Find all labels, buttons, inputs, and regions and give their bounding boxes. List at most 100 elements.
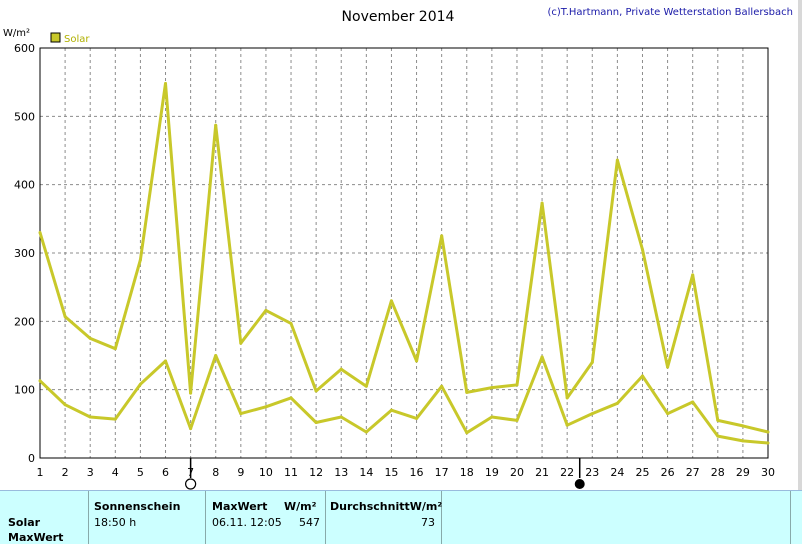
data-point <box>415 416 419 420</box>
plot-frame <box>39 47 769 459</box>
y-tick-label: 200 <box>14 315 35 328</box>
series-line-avg <box>38 354 769 445</box>
x-tick-label: 13 <box>334 466 348 479</box>
data-point <box>415 359 419 363</box>
x-tick-label: 18 <box>460 466 474 479</box>
data-point <box>214 354 218 357</box>
x-tick-label: 9 <box>237 466 244 479</box>
avg-value: 73 <box>421 516 435 529</box>
max-unit: W/m² <box>284 500 317 513</box>
data-point <box>189 427 193 431</box>
legend-label: Solar <box>64 34 90 45</box>
data-point <box>339 367 343 371</box>
max-header: MaxWert <box>212 500 268 513</box>
data-point <box>741 424 745 428</box>
data-point <box>214 123 218 127</box>
data-point <box>666 412 670 416</box>
max-value: 547 <box>299 516 320 529</box>
data-point <box>515 383 519 387</box>
x-tick-label: 17 <box>435 466 449 479</box>
y-tick-label: 100 <box>14 384 35 397</box>
legend-swatch <box>50 32 61 43</box>
x-tick-label: 25 <box>635 466 649 479</box>
chart-title: November 2014 <box>342 9 455 25</box>
y-tick-label: 300 <box>14 247 35 260</box>
data-point <box>239 341 243 345</box>
data-point <box>640 374 644 378</box>
row-label-maxwert: MaxWert <box>8 531 64 544</box>
data-point <box>138 258 142 262</box>
data-point <box>389 408 393 412</box>
chart-credit: (c)T.Hartmann, Private Wetterstation Bal… <box>547 7 793 18</box>
data-point <box>63 403 67 407</box>
sun-value: 18:50 h <box>94 516 137 529</box>
x-tick-label: 10 <box>259 466 273 479</box>
data-point <box>540 355 544 359</box>
data-point <box>189 391 193 395</box>
data-point <box>289 396 293 400</box>
x-tick-label: 22 <box>560 466 574 479</box>
max-time: 12:05 <box>250 516 282 529</box>
y-tick-label: 400 <box>14 179 35 192</box>
x-tick-label: 2 <box>62 466 69 479</box>
x-tick-label: 6 <box>162 466 169 479</box>
data-point <box>364 430 368 434</box>
data-point <box>465 390 469 394</box>
x-tick-label: 14 <box>359 466 373 479</box>
max-date: 06.11. <box>212 516 247 529</box>
sun-header: Sonnenschein <box>94 500 181 513</box>
x-tick-label: 1 <box>37 466 44 479</box>
x-tick-label: 29 <box>736 466 750 479</box>
y-tick-label: 600 <box>14 42 35 55</box>
data-point <box>164 359 168 363</box>
full-moon-icon <box>574 479 585 489</box>
right-border <box>798 0 802 490</box>
data-point <box>314 420 318 424</box>
data-point <box>138 382 142 386</box>
data-point <box>239 412 243 416</box>
data-point <box>590 360 594 364</box>
x-tick-label: 27 <box>686 466 700 479</box>
series-line-max <box>38 82 769 434</box>
data-point <box>314 389 318 393</box>
x-tick-label: 28 <box>711 466 725 479</box>
x-tick-label: 19 <box>485 466 499 479</box>
data-point <box>164 82 168 86</box>
data-point <box>339 415 343 419</box>
data-point <box>515 418 519 422</box>
data-point <box>565 423 569 427</box>
y-tick-label: 500 <box>14 110 35 123</box>
data-point <box>364 384 368 388</box>
data-point <box>88 336 92 340</box>
data-point <box>716 418 720 422</box>
x-tick-label: 20 <box>510 466 524 479</box>
data-point <box>113 417 117 421</box>
data-point <box>38 379 42 383</box>
data-point <box>440 234 444 238</box>
avg-header: DurchschnittW/m² <box>330 500 443 513</box>
data-point <box>289 321 293 325</box>
y-axis-unit: W/m² <box>3 28 30 39</box>
row-label-solar: Solar <box>8 516 41 529</box>
data-point <box>741 439 745 443</box>
data-point <box>264 308 268 312</box>
data-point <box>88 415 92 419</box>
data-point <box>440 384 444 388</box>
data-point <box>490 415 494 419</box>
x-tick-label: 11 <box>284 466 298 479</box>
data-point <box>63 315 67 319</box>
data-point <box>666 365 670 369</box>
data-point <box>716 434 720 438</box>
data-point <box>565 396 569 400</box>
x-tick-label: 4 <box>112 466 119 479</box>
data-point <box>540 201 544 205</box>
x-tick-label: 5 <box>137 466 144 479</box>
data-point <box>264 405 268 409</box>
x-tick-label: 3 <box>87 466 94 479</box>
summary-panel: Solar MaxWert Sonnenschein 18:50 h MaxWe… <box>0 490 802 544</box>
x-tick-label: 16 <box>410 466 424 479</box>
data-point <box>766 430 770 434</box>
data-point <box>766 441 770 445</box>
y-tick-label: 0 <box>28 452 35 465</box>
x-tick-label: 26 <box>661 466 675 479</box>
